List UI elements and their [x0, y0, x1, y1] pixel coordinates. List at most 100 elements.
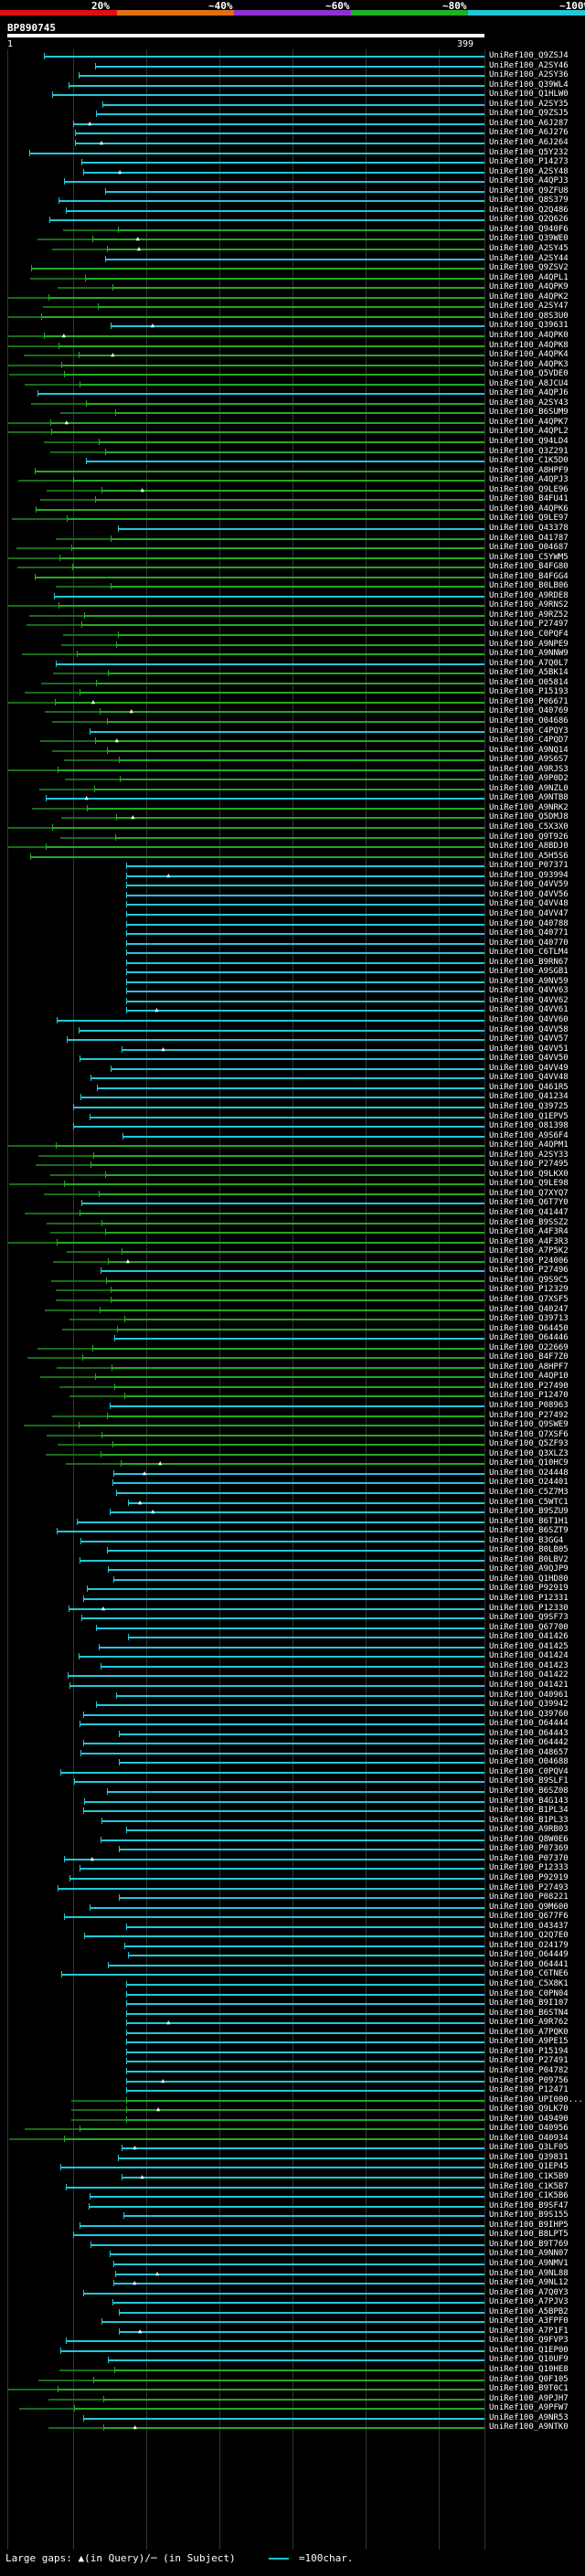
hit-id-link[interactable]: UniRef100_A8HPF7	[489, 1362, 569, 1372]
hit-row[interactable]: UniRef100_Q41447	[0, 1208, 585, 1218]
hit-id-link[interactable]: UniRef100_A9NR53	[489, 2412, 569, 2422]
hit-row[interactable]: UniRef100_A9NNW9	[0, 649, 585, 659]
hit-id-link[interactable]: UniRef100_A8JCU4	[489, 378, 569, 388]
hit-row[interactable]: UniRef100_A9PFW7	[0, 2403, 585, 2413]
hit-row[interactable]: UniRef100_UPI000...	[0, 2095, 585, 2105]
hit-id-link[interactable]: UniRef100_A5BPB2	[489, 2306, 569, 2316]
hit-id-link[interactable]: UniRef100_A2SY33	[489, 1150, 569, 1160]
hit-id-link[interactable]: UniRef100_A6J276	[489, 128, 569, 138]
hit-row[interactable]: UniRef100_O64450	[0, 1324, 585, 1334]
hit-id-link[interactable]: UniRef100_B6SZT9	[489, 1526, 569, 1536]
hit-id-link[interactable]: UniRef100_A9NPE9	[489, 639, 569, 649]
hit-row[interactable]: UniRef100_Q7XSF5	[0, 1295, 585, 1305]
hit-row[interactable]: UniRef100_Q2Q486	[0, 206, 585, 216]
hit-row[interactable]: UniRef100_A9PE15	[0, 2037, 585, 2047]
hit-row[interactable]: UniRef100_A9RNS2	[0, 600, 585, 610]
hit-row[interactable]: UniRef100_B9I107	[0, 1998, 585, 2009]
hit-row[interactable]: UniRef100_O24401	[0, 1478, 585, 1488]
hit-row[interactable]: UniRef100_A9RB03	[0, 1825, 585, 1835]
hit-id-link[interactable]: UniRef100_C4PQY3	[489, 726, 569, 736]
hit-id-link[interactable]: UniRef100_O81398	[489, 1121, 569, 1131]
hit-row[interactable]: UniRef100_A9NPE9	[0, 640, 585, 650]
hit-row[interactable]: UniRef100_A7P5K2	[0, 1246, 585, 1256]
hit-id-link[interactable]: UniRef100_A9PJH7	[489, 2393, 569, 2403]
hit-row[interactable]: UniRef100_A9RDE8	[0, 591, 585, 601]
hit-row[interactable]: UniRef100_Q10UF9	[0, 2355, 585, 2365]
hit-row[interactable]: UniRef100_Q2Q7E0	[0, 1931, 585, 1941]
hit-id-link[interactable]: UniRef100_Q10HC9	[489, 1458, 569, 1468]
hit-row[interactable]: UniRef100_P27492	[0, 1411, 585, 1421]
hit-row[interactable]: UniRef100_A4QPK3	[0, 360, 585, 370]
hit-id-link[interactable]: UniRef100_Q39725	[489, 1101, 569, 1111]
hit-id-link[interactable]: UniRef100_O64450	[489, 1323, 569, 1333]
hit-id-link[interactable]: UniRef100_O41422	[489, 1670, 569, 1680]
hit-row[interactable]: UniRef100_O04688	[0, 1757, 585, 1767]
hit-id-link[interactable]: UniRef100_Q7XSF5	[489, 1294, 569, 1304]
hit-row[interactable]: UniRef100_C1K5D0	[0, 456, 585, 466]
hit-row[interactable]: UniRef100_A9NMV1	[0, 2259, 585, 2269]
hit-id-link[interactable]: UniRef100_A9RZ52	[489, 610, 569, 620]
hit-id-link[interactable]: UniRef100_P04782	[489, 2065, 569, 2075]
hit-row[interactable]: UniRef100_A6J276	[0, 128, 585, 138]
hit-id-link[interactable]: UniRef100_Q9S9C5	[489, 1275, 569, 1285]
hit-id-link[interactable]: UniRef100_O64446	[489, 1333, 569, 1343]
hit-id-link[interactable]: UniRef100_P06671	[489, 696, 569, 706]
hit-id-link[interactable]: UniRef100_A9S6F4	[489, 1130, 569, 1140]
hit-id-link[interactable]: UniRef100_A4QPJ3	[489, 475, 569, 485]
hit-row[interactable]: ▲ UniRef100_A6J264	[0, 138, 585, 148]
hit-id-link[interactable]: UniRef100_O24448	[489, 1468, 569, 1478]
hit-row[interactable]: UniRef100_P12331	[0, 1594, 585, 1604]
hit-row[interactable]: ▲ UniRef100_O40769	[0, 706, 585, 716]
hit-id-link[interactable]: UniRef100_Q4VV47	[489, 908, 569, 918]
hit-row[interactable]: ▲ UniRef100_A6J287	[0, 119, 585, 129]
hit-id-link[interactable]: UniRef100_O40934	[489, 2133, 569, 2143]
hit-row[interactable]: ▲ UniRef100_A9NTB8	[0, 793, 585, 803]
hit-row[interactable]: UniRef100_A9S6S7	[0, 755, 585, 765]
hit-id-link[interactable]: UniRef100_Q9ZFU8	[489, 186, 569, 196]
hit-row[interactable]: UniRef100_C5YWM5	[0, 553, 585, 563]
hit-row[interactable]: UniRef100_B1PL33	[0, 1816, 585, 1826]
hit-id-link[interactable]: UniRef100_A7PQK0	[489, 2027, 569, 2037]
hit-id-link[interactable]: UniRef100_Q5Y232	[489, 147, 569, 157]
hit-row[interactable]: UniRef100_A9NZL0	[0, 784, 585, 794]
hit-id-link[interactable]: UniRef100_A4QPK7	[489, 417, 569, 427]
hit-row[interactable]: UniRef100_O43437	[0, 1922, 585, 1932]
hit-row[interactable]: UniRef100_Q4VV50	[0, 1054, 585, 1064]
hit-row[interactable]: UniRef100_P27490	[0, 1382, 585, 1392]
hit-row[interactable]: UniRef100_O24179	[0, 1941, 585, 1951]
hit-id-link[interactable]: UniRef100_P15193	[489, 687, 569, 697]
hit-row[interactable]: UniRef100_Q43378	[0, 524, 585, 534]
hit-id-link[interactable]: UniRef100_Q6T7Y0	[489, 1198, 569, 1208]
hit-id-link[interactable]: UniRef100_Q43378	[489, 523, 569, 533]
hit-row[interactable]: ▲ UniRef100_Q4VV51	[0, 1044, 585, 1055]
hit-row[interactable]: UniRef100_Q8S379	[0, 196, 585, 206]
hit-row[interactable]: UniRef100_Q1EP00	[0, 2346, 585, 2356]
hit-row[interactable]: UniRef100_Q4VV49	[0, 1064, 585, 1074]
hit-id-link[interactable]: UniRef100_B9T769	[489, 2239, 569, 2249]
hit-id-link[interactable]: UniRef100_A9NL88	[489, 2268, 569, 2278]
hit-id-link[interactable]: UniRef100_O40769	[489, 706, 569, 716]
hit-id-link[interactable]: UniRef100_O41424	[489, 1651, 569, 1661]
hit-id-link[interactable]: UniRef100_Q93994	[489, 870, 569, 880]
hit-id-link[interactable]: UniRef100_C1K5B9	[489, 2172, 569, 2181]
hit-id-link[interactable]: UniRef100_A7Q0L7	[489, 658, 569, 668]
hit-row[interactable]: UniRef100_P92919	[0, 1873, 585, 1883]
hit-id-link[interactable]: UniRef100_C5WTC1	[489, 1497, 569, 1507]
hit-row[interactable]: UniRef100_B4F7Z0	[0, 1352, 585, 1362]
hit-row[interactable]: UniRef100_O41421	[0, 1680, 585, 1691]
hit-row[interactable]: ▲ UniRef100_P06671	[0, 697, 585, 707]
hit-id-link[interactable]: UniRef100_Q9LK70	[489, 2104, 569, 2115]
hit-row[interactable]: UniRef100_Q4VV62	[0, 996, 585, 1006]
hit-row[interactable]: UniRef100_O48657	[0, 1748, 585, 1758]
hit-id-link[interactable]: UniRef100_Q4VV50	[489, 1054, 569, 1064]
hit-id-link[interactable]: UniRef100_Q3LF05	[489, 2143, 569, 2153]
hit-row[interactable]: UniRef100_Q4VV56	[0, 890, 585, 900]
hit-row[interactable]: ▲ UniRef100_Q39WE0	[0, 234, 585, 244]
hit-id-link[interactable]: UniRef100_A7Q0Y3	[489, 2287, 569, 2297]
hit-id-link[interactable]: UniRef100_Q9T926	[489, 832, 569, 842]
hit-row[interactable]: UniRef100_C6TNE6	[0, 1969, 585, 1979]
hit-id-link[interactable]: UniRef100_A4QP10	[489, 1372, 569, 1382]
hit-id-link[interactable]: UniRef100_Q8W0E6	[489, 1834, 569, 1844]
hit-id-link[interactable]: UniRef100_Q7XSF6	[489, 1429, 569, 1439]
hit-id-link[interactable]: UniRef100_Q41234	[489, 1092, 569, 1102]
